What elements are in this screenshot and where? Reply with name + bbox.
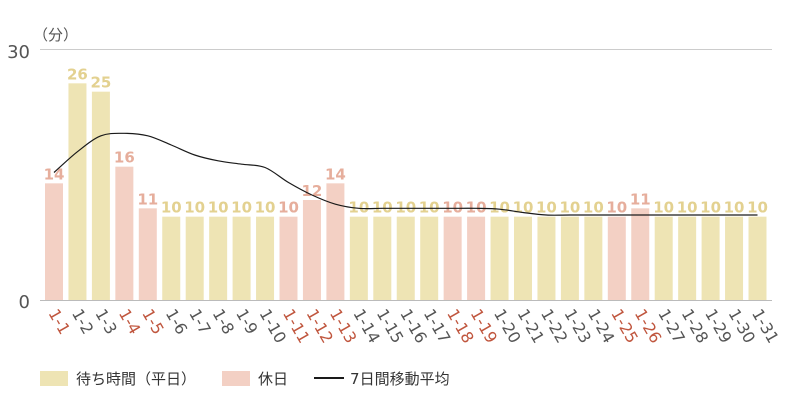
x-tick-1-8: 1-8: [209, 306, 239, 338]
value-label-1-7: 10: [184, 199, 205, 217]
bar-1-7: [185, 216, 204, 300]
value-label-1-8: 10: [208, 199, 229, 217]
value-label-1-26: 11: [630, 190, 651, 208]
bar-1-22: [537, 216, 556, 300]
x-tick-1-3: 1-3: [91, 306, 121, 338]
legend-holiday: 休日: [222, 368, 288, 389]
bar-1-13: [326, 183, 345, 300]
bar-1-17: [420, 216, 439, 300]
bars-group: [45, 83, 767, 300]
value-label-1-9: 10: [231, 199, 252, 217]
value-label-1-10: 10: [255, 199, 276, 217]
legend-average-label: 7日間移動平均: [350, 369, 450, 388]
value-label-1-14: 10: [348, 199, 369, 217]
legend-average-swatch: [314, 377, 345, 379]
bar-1-18: [443, 216, 462, 300]
legend-weekday: 待ち時間（平日）: [40, 368, 196, 389]
value-label-1-19: 10: [466, 199, 487, 217]
bar-1-30: [725, 216, 744, 300]
legend: 待ち時間（平日） 休日 7日間移動平均: [40, 366, 476, 390]
value-label-1-18: 10: [442, 199, 463, 217]
bar-1-6: [162, 216, 181, 300]
legend-weekday-label: 待ち時間（平日）: [76, 369, 197, 388]
bar-1-28: [678, 216, 697, 300]
value-label-1-22: 10: [536, 199, 557, 217]
value-label-1-30: 10: [724, 199, 745, 217]
legend-average: 7日間移動平均: [314, 368, 450, 389]
legend-holiday-swatch: [222, 370, 251, 386]
y-tick-30: 30: [7, 42, 30, 63]
value-label-1-28: 10: [677, 199, 698, 217]
bar-1-5: [138, 208, 157, 300]
bar-1-10: [256, 216, 275, 300]
bar-1-12: [302, 200, 321, 300]
x-tick-1-9: 1-9: [232, 306, 262, 338]
moving-average-line: [53, 132, 758, 216]
bar-1-25: [607, 216, 626, 300]
value-label-1-1: 14: [44, 165, 65, 183]
bar-1-19: [467, 216, 486, 300]
x-tick-1-5: 1-5: [138, 306, 168, 338]
bar-1-20: [490, 216, 509, 300]
bar-1-26: [631, 208, 650, 300]
bar-1-4: [115, 166, 134, 300]
value-label-1-13: 14: [325, 165, 346, 183]
bar-1-15: [373, 216, 392, 300]
x-tick-labels-group: 1-11-21-31-41-51-61-71-81-91-101-111-121…: [45, 306, 783, 347]
bar-1-14: [349, 216, 368, 300]
value-label-1-12: 12: [302, 182, 323, 200]
value-label-1-25: 10: [606, 199, 627, 217]
bar-1-3: [91, 91, 110, 300]
value-label-1-23: 10: [559, 199, 580, 217]
y-tick-0: 0: [19, 292, 30, 313]
x-tick-1-2: 1-2: [68, 306, 98, 338]
x-tick-1-4: 1-4: [115, 306, 145, 338]
x-tick-1-7: 1-7: [185, 306, 215, 338]
bar-1-11: [279, 216, 298, 300]
value-label-1-15: 10: [372, 199, 393, 217]
bar-1-21: [514, 216, 532, 300]
value-label-1-4: 16: [114, 149, 135, 167]
bar-1-24: [584, 216, 603, 300]
y-unit-label: （分）: [33, 26, 78, 44]
bar-1-29: [701, 216, 720, 300]
bar-1-8: [209, 216, 228, 300]
bar-1-27: [654, 216, 673, 300]
value-label-1-16: 10: [395, 199, 416, 217]
value-label-1-6: 10: [161, 199, 182, 217]
value-label-1-3: 25: [90, 74, 111, 92]
legend-holiday-label: 休日: [258, 369, 289, 388]
bar-1-23: [560, 216, 579, 300]
value-label-1-29: 10: [700, 199, 721, 217]
x-tick-1-1: 1-1: [45, 306, 75, 338]
value-label-1-24: 10: [583, 199, 604, 217]
value-label-1-20: 10: [489, 199, 510, 217]
x-tick-1-6: 1-6: [162, 306, 192, 338]
value-label-1-17: 10: [419, 199, 440, 217]
bar-1-1: [45, 183, 63, 300]
value-label-1-27: 10: [653, 199, 674, 217]
value-label-1-2: 26: [67, 65, 88, 83]
value-label-1-11: 10: [278, 199, 299, 217]
bar-1-2: [68, 83, 87, 300]
value-label-1-31: 10: [747, 199, 768, 217]
bar-1-16: [396, 216, 415, 300]
bar-1-9: [232, 216, 251, 300]
value-label-1-5: 11: [137, 190, 158, 208]
bar-1-31: [748, 216, 767, 300]
legend-weekday-swatch: [40, 370, 68, 386]
